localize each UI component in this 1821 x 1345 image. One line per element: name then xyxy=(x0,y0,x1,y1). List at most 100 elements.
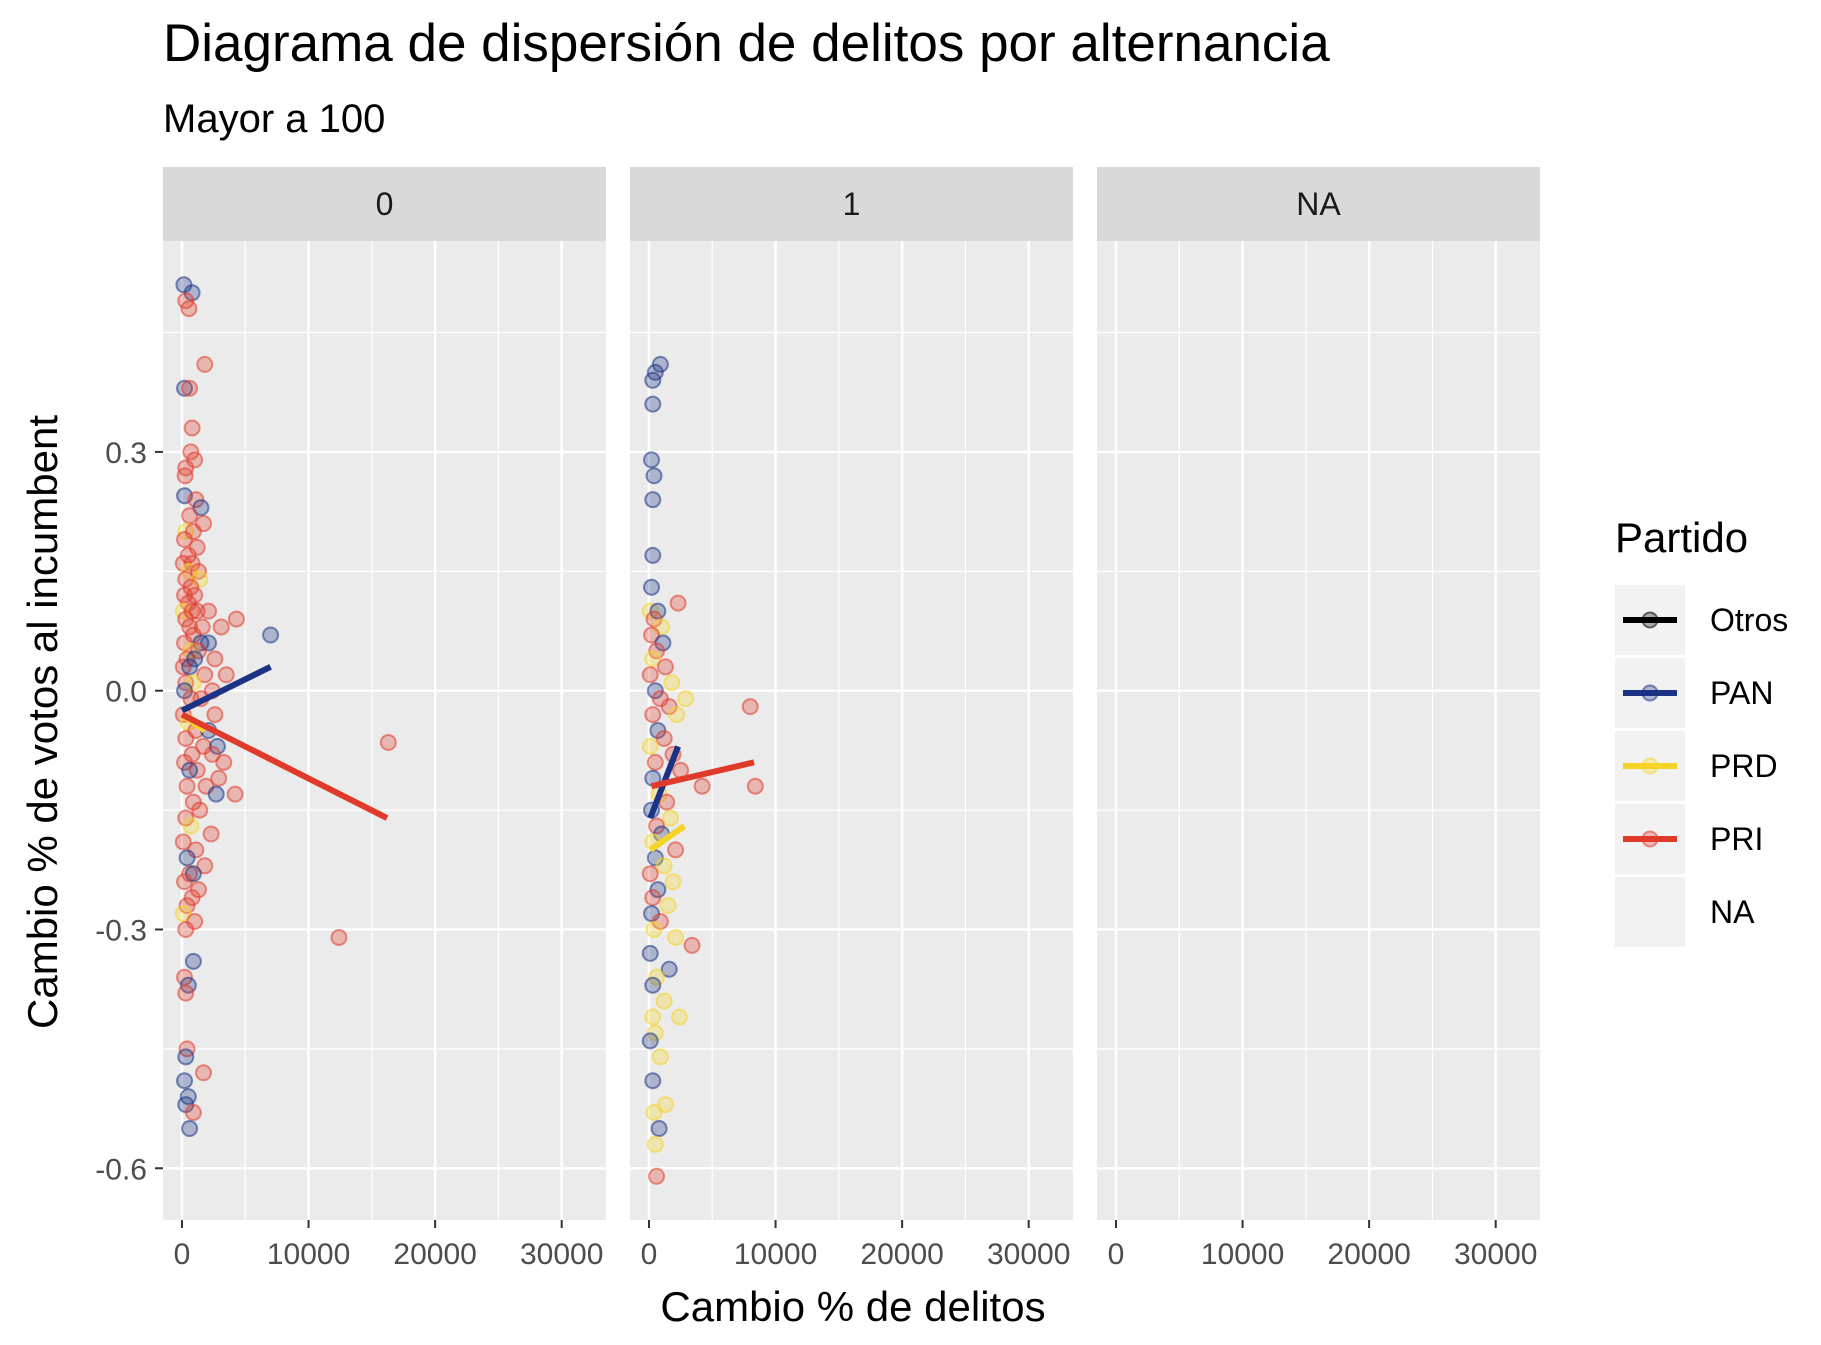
legend-label: PAN xyxy=(1710,675,1773,711)
facet-strip-label: NA xyxy=(1296,186,1341,222)
data-point-pri xyxy=(683,936,701,954)
data-point-prd xyxy=(655,992,673,1010)
data-point-pri xyxy=(178,897,196,915)
legend-label: Otros xyxy=(1710,602,1788,638)
legend-key-point xyxy=(1641,611,1659,629)
data-point-pri xyxy=(641,865,659,883)
data-point-pan xyxy=(184,952,202,970)
trend-line-pri xyxy=(650,759,755,790)
data-point-prd xyxy=(648,968,666,986)
data-point-pan xyxy=(644,546,662,564)
data-point-pan xyxy=(645,467,663,485)
data-point-prd xyxy=(656,1096,674,1114)
data-point-pan xyxy=(262,626,280,644)
data-point-pri xyxy=(644,889,662,907)
data-point-pri xyxy=(746,777,764,795)
data-point-pan xyxy=(650,1119,668,1137)
data-point-prd xyxy=(662,809,680,827)
data-point-prd xyxy=(645,920,663,938)
data-point-pri xyxy=(227,610,245,628)
data-point-pri xyxy=(181,618,199,636)
facet-strip xyxy=(163,167,606,241)
data-point-prd xyxy=(641,737,659,755)
data-point-pri xyxy=(206,650,224,668)
facet-panel-0: 0 0 10000 20000 30000 xyxy=(163,167,606,1271)
data-point-pri xyxy=(174,833,192,851)
data-point-pan xyxy=(176,1072,194,1090)
facet-strip-label: 1 xyxy=(843,186,861,222)
data-point-pan xyxy=(646,363,664,381)
data-point-pri xyxy=(379,733,397,751)
facet-panel-NA: NA 0 10000 20000 30000 xyxy=(1097,167,1540,1271)
x-tick-label: 20000 xyxy=(393,1238,476,1271)
data-point-prd xyxy=(174,905,192,923)
data-point-pri xyxy=(183,419,201,437)
data-point-pri xyxy=(644,706,662,724)
legend-key-point xyxy=(1641,684,1659,702)
legend-entry-pan: PAN xyxy=(1615,658,1773,728)
chart-title: Diagrama de dispersión de delitos por al… xyxy=(163,14,1330,73)
data-point-pri xyxy=(181,379,199,397)
legend-key-point xyxy=(1641,830,1659,848)
data-point-prd xyxy=(663,674,681,692)
legend-entry-na: NA xyxy=(1615,877,1755,947)
data-point-pri xyxy=(177,729,195,747)
data-point-prd xyxy=(644,650,662,668)
data-point-pan xyxy=(649,602,667,620)
data-point-pan xyxy=(207,785,225,803)
data-point-pri xyxy=(191,801,209,819)
x-tick-label: 10000 xyxy=(1201,1238,1284,1271)
data-point-pri xyxy=(206,706,224,724)
data-point-prd xyxy=(645,1104,663,1122)
data-point-pri xyxy=(196,355,214,373)
data-point-pri xyxy=(188,602,206,620)
data-point-pri xyxy=(203,745,221,763)
plot-panel-background xyxy=(163,241,606,1220)
data-point-prd xyxy=(651,1048,669,1066)
data-point-pri xyxy=(648,1167,666,1185)
data-point-pan xyxy=(643,578,661,596)
data-point-prd xyxy=(667,928,685,946)
legend-key-point xyxy=(1641,757,1659,775)
y-tick-label: 0.0 xyxy=(105,676,147,709)
data-point-pri xyxy=(215,753,233,771)
data-point-pri xyxy=(667,841,685,859)
y-tick-label: -0.3 xyxy=(95,914,147,947)
legend: Partido Otros PAN PRD PRI NA xyxy=(1615,514,1788,947)
legend-entry-pri: PRI xyxy=(1615,804,1763,874)
data-point-prd xyxy=(668,706,686,724)
x-tick-label: 0 xyxy=(641,1238,658,1271)
data-point-pri xyxy=(669,594,687,612)
data-point-pri xyxy=(180,300,198,318)
facet-strip xyxy=(1097,167,1540,241)
plot-panel-background xyxy=(630,241,1073,1220)
x-tick-label: 30000 xyxy=(520,1238,603,1271)
data-point-prd xyxy=(655,857,673,875)
trend-line-prd xyxy=(648,823,687,853)
data-point-pri xyxy=(741,698,759,716)
plot-panel-background xyxy=(1097,241,1540,1220)
y-tick-label: -0.6 xyxy=(95,1153,147,1186)
data-point-pan xyxy=(641,1032,659,1050)
data-point-pan xyxy=(644,1072,662,1090)
data-point-pan xyxy=(192,499,210,517)
data-point-pri xyxy=(195,1064,213,1082)
data-point-prd xyxy=(670,1008,688,1026)
data-point-pri xyxy=(226,785,244,803)
data-point-pri xyxy=(217,666,235,684)
y-axis-title: Cambio % de votos al incumbent xyxy=(19,415,66,1029)
data-point-pri xyxy=(176,873,194,891)
x-tick-label: 0 xyxy=(1108,1238,1125,1271)
trend-line-pan xyxy=(180,664,272,714)
data-point-pri xyxy=(212,618,230,636)
facet-panel-1: 1 0 10000 20000 30000 xyxy=(630,167,1073,1271)
x-tick-label: 20000 xyxy=(1327,1238,1410,1271)
data-point-pri xyxy=(176,968,194,986)
y-tick-label: 0.3 xyxy=(105,437,147,470)
data-point-pan xyxy=(181,1119,199,1137)
data-point-pri xyxy=(200,602,218,620)
data-point-pri xyxy=(184,1104,202,1122)
data-point-pri xyxy=(648,642,666,660)
data-point-pan xyxy=(177,1048,195,1066)
